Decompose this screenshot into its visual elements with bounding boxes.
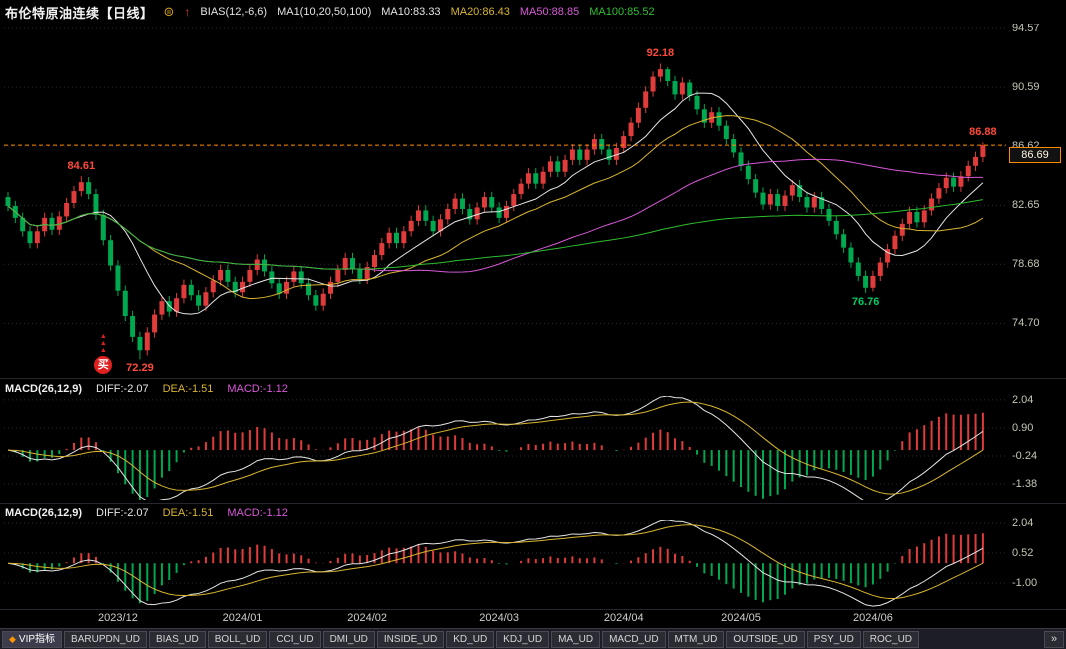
last-price-badge: 86.69 [1009,147,1061,164]
y-axis-label: 78.68 [1012,258,1040,271]
macd-value-label: MACD:-1.12 [227,383,288,395]
chart-header-bar: 布伦特原油连续【日线】 ⊜ ↑ BIAS(12,-6,6) MA1(10,20,… [0,0,1066,24]
tab-VIP指标[interactable]: ◆ VIP指标 [2,630,63,648]
indicator-tab-bar: ◆ VIP指标 BARUPDN_UD BIAS_UD BOLL_UD CCI_UD DMI_… [0,628,1066,649]
tab-MTM_UD[interactable]: MTM_UD [667,630,725,648]
ma-value-label: MA100:85.52 [589,6,655,18]
tab-ROC_UD[interactable]: ROC_UD [862,630,920,648]
vip-icon: ◆ [9,633,16,644]
tab-MA_UD[interactable]: MA_UD [551,630,601,648]
x-axis-label: 2024/05 [721,612,761,624]
dea-value-label: DEA:-1.51 [162,383,214,395]
panel-separator [0,378,1066,379]
y-axis-label: 94.57 [1012,21,1040,34]
y-axis-label: 2.04 [1012,516,1034,529]
diff-value-label: DIFF:-2.07 [96,507,149,519]
y-axis-label: 0.52 [1012,546,1034,559]
tab-BARUPDN_UD[interactable]: BARUPDN_UD [64,630,147,648]
y-axis-label: -1.38 [1012,478,1038,491]
y-axis-label: 2.04 [1012,393,1034,406]
x-axis-label: 2024/04 [603,612,644,624]
bias-indicator-label: BIAS(12,-6,6) [200,6,268,18]
x-axis-label: 2024/03 [479,612,519,624]
x-axis-label: 2023/12 [98,612,138,624]
ma-value-label: MA50:88.85 [519,6,580,18]
y-axis-label: -1.00 [1012,576,1038,589]
buy-signal-marker: 买 [94,356,113,375]
y-axis-label: 82.65 [1012,199,1040,212]
indicator-tabs: ◆ VIP指标 BARUPDN_UD BIAS_UD BOLL_UD CCI_UD DMI_… [2,630,920,648]
y-axis-label: 90.59 [1012,81,1040,94]
tab-BOLL_UD[interactable]: BOLL_UD [207,630,268,648]
macd-indicator-label: MACD(26,12,9) [5,383,83,395]
x-axis-label: 2024/01 [222,612,263,624]
instrument-menu-icon[interactable]: ⊜ [163,4,175,19]
price-annotation: 84.61 [67,160,96,173]
diff-value-label: DIFF:-2.07 [96,383,149,395]
y-axis-label: -0.24 [1012,449,1038,462]
macd-value-label: MACD:-1.12 [227,507,288,519]
tab-label: VIP指标 [18,633,56,645]
ma-values: MA10:83.33 MA20:86.43 MA50:88.85 MA100:85.5… [381,6,654,18]
price-annotation: 86.88 [969,126,997,139]
tab-INSIDE_UD[interactable]: INSIDE_UD [376,630,445,648]
tab-KDJ_UD[interactable]: KDJ_UD [496,630,550,648]
more-tabs-button[interactable]: » [1044,630,1064,648]
y-axis-label: 74.70 [1012,317,1040,330]
ma-group-label: MA1(10,20,50,100) [277,6,372,18]
ma-value-label: MA10:83.33 [381,6,441,18]
price-annotation: 92.18 [646,47,675,60]
tab-BIAS_UD[interactable]: BIAS_UD [148,630,206,648]
y-axis-label: 0.90 [1012,421,1034,434]
ma-value-label: MA20:86.43 [450,6,510,18]
tab-PSY_UD[interactable]: PSY_UD [806,630,861,648]
macd-panel-2-header: MACD(26,12,9) DIFF:-2.07 DEA:-1.51 MACD:… [5,507,288,519]
tab-MACD_UD[interactable]: MACD_UD [602,630,666,648]
buy-signal-arrows-icon: ▲ ▲ ▲ [99,333,107,355]
tab-OUTSIDE_UD[interactable]: OUTSIDE_UD [726,630,805,648]
x-axis-label: 2024/02 [347,612,388,624]
x-axis-label: 2024/06 [853,612,893,624]
panel-separator [0,609,1066,610]
macd-indicator-label: MACD(26,12,9) [5,507,83,519]
tab-CCI_UD[interactable]: CCI_UD [269,630,321,648]
panel-separator [0,503,1066,504]
tab-KD_UD[interactable]: KD_UD [446,630,495,648]
dea-value-label: DEA:-1.51 [162,507,214,519]
tab-DMI_UD[interactable]: DMI_UD [322,630,375,648]
price-annotation: 76.76 [851,295,880,308]
price-up-arrow-icon: ↑ [184,5,191,19]
macd-panel-1-header: MACD(26,12,9) DIFF:-2.07 DEA:-1.51 MACD:… [5,383,288,395]
price-annotation: 72.29 [126,362,154,375]
instrument-title: 布伦特原油连续【日线】 [5,5,154,21]
